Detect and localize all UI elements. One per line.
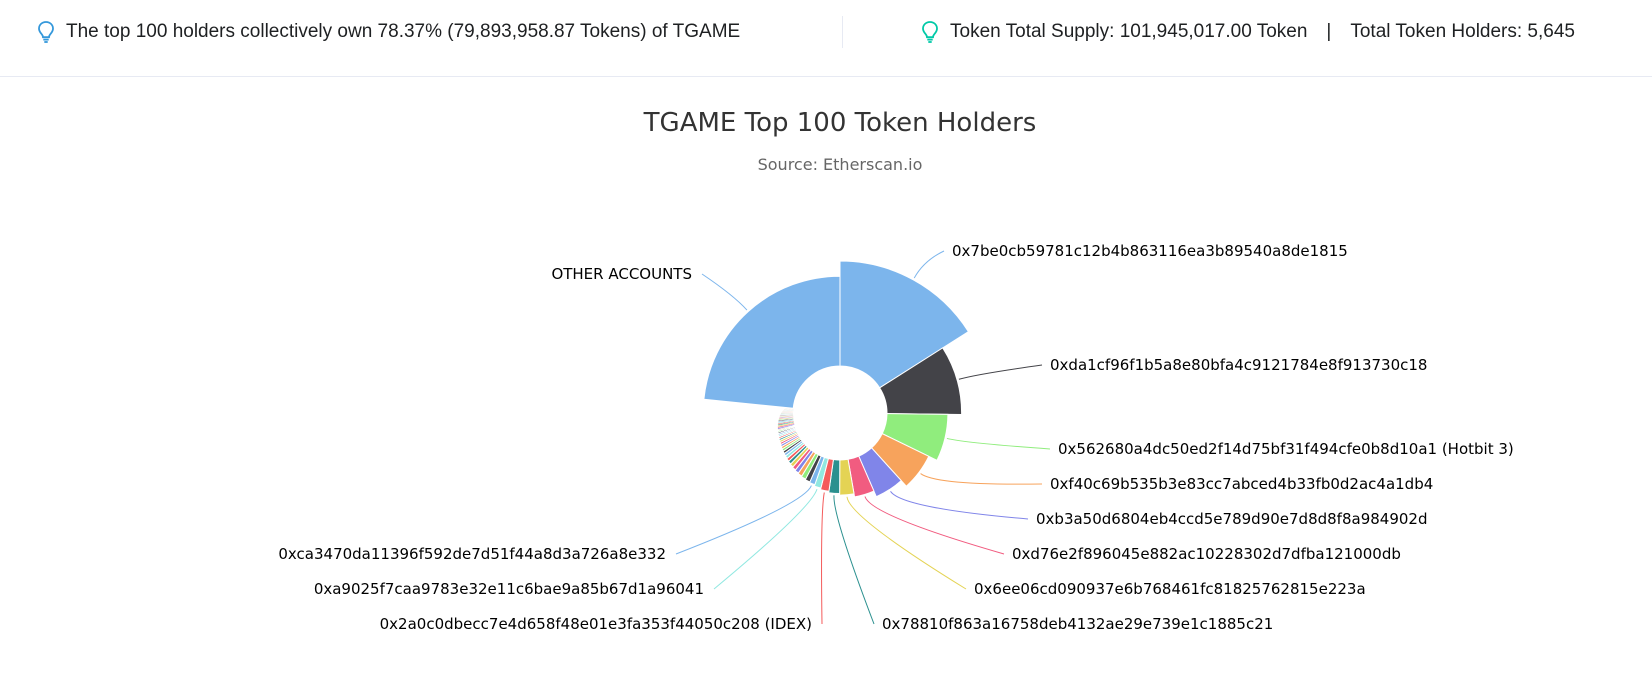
slice-label: 0x562680a4dc50ed2f14d75bf31f494cfe0b8d10… <box>1058 440 1514 458</box>
label-connector <box>947 438 1050 449</box>
label-connector <box>847 497 966 589</box>
chart-subtitle: Source: Etherscan.io <box>758 155 923 174</box>
chart-title: TGAME Top 100 Token Holders <box>643 108 1037 138</box>
label-connector <box>921 474 1042 485</box>
label-connector <box>959 365 1042 379</box>
summary-separator: | <box>1326 21 1331 43</box>
lightbulb-icon <box>36 20 56 44</box>
token-summary-bar: The top 100 holders collectively own 78.… <box>0 0 1652 77</box>
label-connector <box>834 495 874 624</box>
slice-label: 0x78810f863a16758deb4132ae29e739e1c1885c… <box>882 615 1273 633</box>
label-connector <box>676 486 811 554</box>
label-connector <box>865 496 1004 554</box>
lightbulb-icon <box>920 20 940 44</box>
label-connector <box>822 493 825 624</box>
pie-slice[interactable] <box>704 276 840 408</box>
slice-label: 0xa9025f7caa9783e32e11c6bae9a85b67d1a960… <box>314 580 704 598</box>
slice-label: 0xb3a50d6804eb4ccd5e789d90e7d8d8f8a98490… <box>1036 510 1427 528</box>
top-holders-text: The top 100 holders collectively own 78.… <box>66 21 740 43</box>
label-connector <box>891 491 1028 519</box>
slice-label: 0xca3470da11396f592de7d51f44a8d3a726a8e3… <box>278 545 666 563</box>
total-holders-text: Total Token Holders: 5,645 <box>1350 21 1575 43</box>
slice-label: 0x6ee06cd090937e6b768461fc81825762815e22… <box>974 580 1366 598</box>
holders-pie-chart: TGAME Top 100 Token Holders Source: Ethe… <box>0 78 1652 678</box>
pie-slices <box>704 261 968 497</box>
slice-label: 0x7be0cb59781c12b4b863116ea3b89540a8de18… <box>952 242 1348 260</box>
slice-label: 0xda1cf96f1b5a8e80bfa4c9121784e8f913730c… <box>1050 356 1427 374</box>
label-connector <box>702 274 747 310</box>
top-holders-summary: The top 100 holders collectively own 78.… <box>36 20 740 44</box>
label-connector <box>714 489 817 589</box>
total-supply-text: Token Total Supply: 101,945,017.00 Token <box>950 21 1307 43</box>
slice-label: 0xf40c69b535b3e83cc7abced4b33fb0d2ac4a1d… <box>1050 475 1433 493</box>
slice-label: 0xd76e2f896045e882ac10228302d7dfba121000… <box>1012 545 1401 563</box>
holders-chart-container: TGAME Top 100 Token Holders Source: Ethe… <box>0 78 1652 678</box>
supply-summary: Token Total Supply: 101,945,017.00 Token… <box>920 20 1575 44</box>
slice-label: 0x2a0c0dbecc7e4d658f48e01e3fa353f44050c2… <box>380 615 812 633</box>
slice-label: OTHER ACCOUNTS <box>551 265 692 283</box>
label-connector <box>914 251 944 278</box>
summary-divider <box>842 16 843 48</box>
